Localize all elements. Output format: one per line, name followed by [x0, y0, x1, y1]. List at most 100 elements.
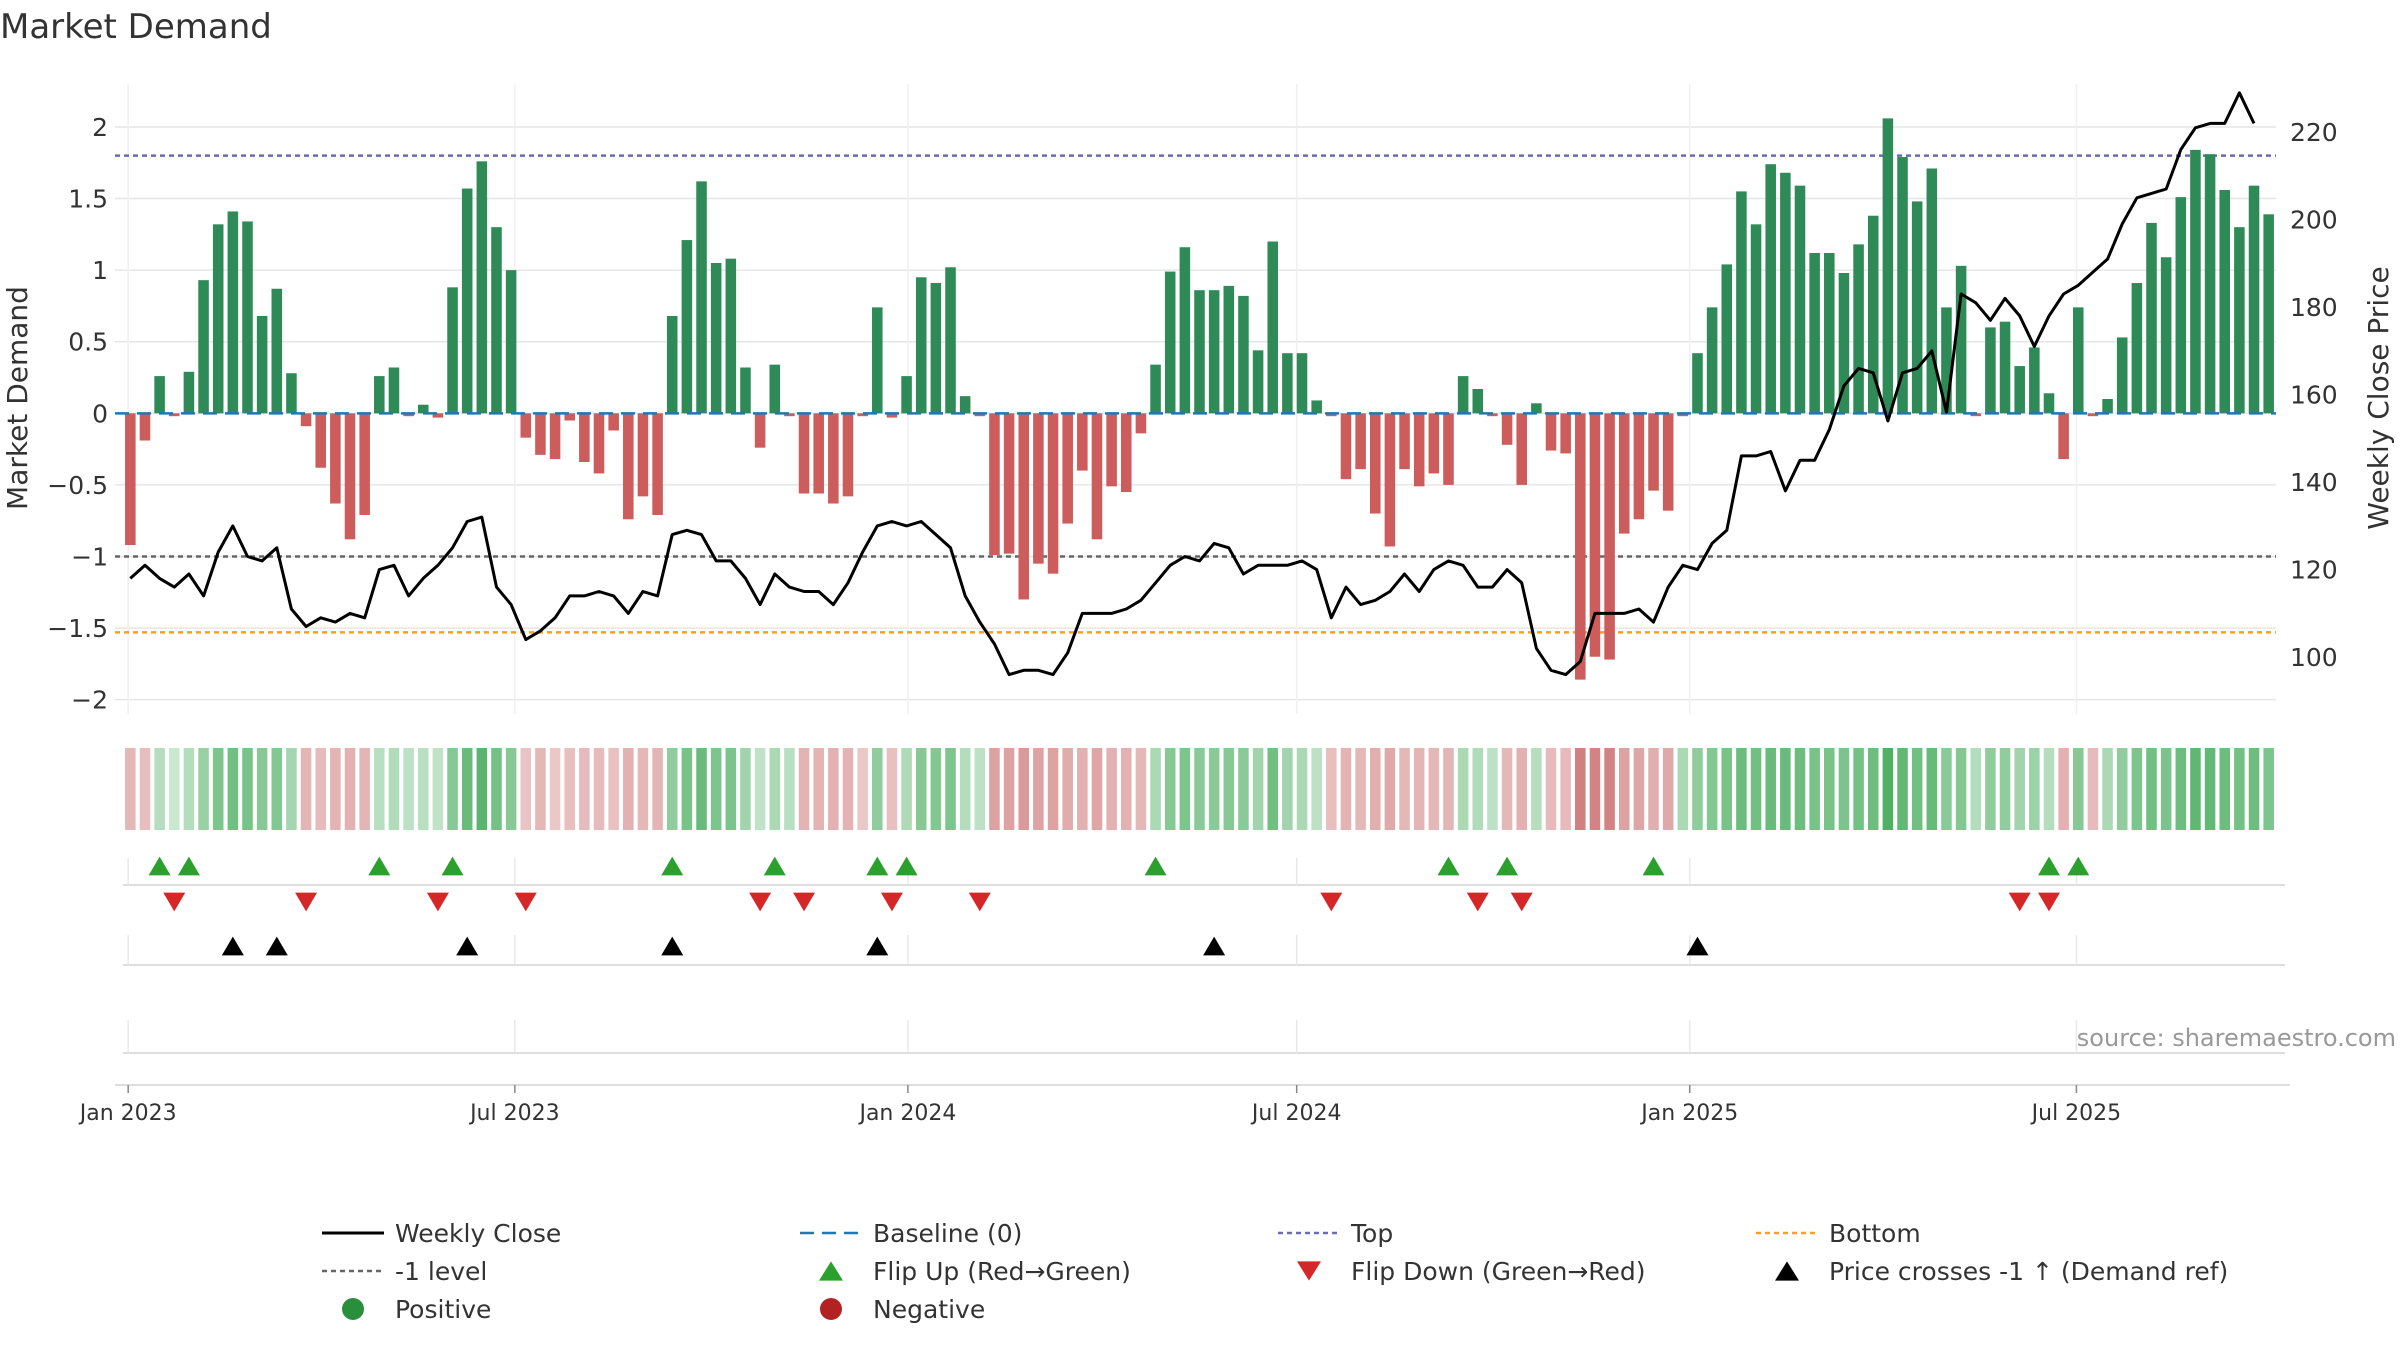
price-cross-marker [661, 936, 684, 956]
positive-bar [696, 181, 707, 414]
legend-label: -1 level [395, 1257, 487, 1286]
flip-down-marker [163, 892, 186, 912]
positive-bar [769, 364, 781, 414]
positive-bar [271, 288, 283, 414]
positive-bar [725, 258, 737, 414]
legend-label: Baseline (0) [873, 1219, 1022, 1248]
heat-cell [959, 748, 971, 830]
heat-cell [1955, 748, 1967, 830]
legend-label: Weekly Close [395, 1219, 561, 1248]
negative-bar [828, 413, 839, 504]
negative-bar [886, 413, 898, 418]
negative-bar [593, 413, 605, 474]
positive-bar [388, 367, 400, 414]
negative-bar [842, 413, 854, 497]
legend-label: Positive [395, 1295, 491, 1324]
heat-cell [1853, 748, 1864, 830]
heat-cell [1208, 748, 1220, 830]
heat-cell [1882, 748, 1894, 830]
heat-cell [1926, 748, 1938, 830]
heat-cell [271, 748, 283, 830]
heat-cell [813, 748, 824, 830]
heat-cell [1091, 748, 1103, 830]
negative-bar [1589, 413, 1601, 657]
heat-cell [593, 748, 605, 830]
heat-cell [974, 748, 986, 830]
positive-bar [154, 376, 165, 414]
heat-cell [388, 748, 400, 830]
flip-down-marker [968, 892, 991, 912]
positive-bar [227, 211, 239, 414]
negative-bar [330, 413, 341, 504]
positive-bar [1780, 172, 1791, 414]
heat-cell [1296, 748, 1308, 830]
heat-cell [1384, 748, 1396, 830]
positive-bar [1296, 353, 1308, 414]
negative-bar [549, 413, 561, 460]
heat-cell [872, 748, 883, 830]
heat-cell [2102, 748, 2113, 830]
heat-cell [212, 748, 224, 830]
price-cross-marker [1203, 936, 1226, 956]
positive-bar [915, 277, 927, 414]
positive-bar [1750, 224, 1762, 414]
left-y-axis: −2 −1.5 −1 −0.5 0 0.5 1 1.5 2 [47, 113, 108, 715]
positive-bar [374, 376, 385, 414]
heat-cell [2204, 748, 2216, 830]
heat-cell [1897, 748, 1908, 830]
flip-down-marker [1466, 892, 1489, 912]
right-y-axis: 100 120 140 160 180 200 220 [2290, 118, 2338, 672]
positive-bar [1882, 118, 1894, 414]
positive-bar [930, 283, 942, 414]
positive-bar [1736, 191, 1747, 414]
heat-cell [1399, 748, 1410, 830]
negative-bar [564, 413, 575, 421]
positive-bar [740, 367, 751, 414]
heat-cell [2175, 748, 2187, 830]
x-axis: Jan 2023 Jul 2023 Jan 2024 Jul 2024 Jan 2025… [78, 1085, 2121, 1126]
positive-bar [2102, 399, 2113, 414]
heat-cell [505, 748, 517, 830]
positive-bar [2248, 185, 2260, 414]
heat-cell [637, 748, 649, 830]
negative-bar [1545, 413, 1557, 451]
heat-cell [1443, 748, 1454, 830]
flip-down-marker [514, 892, 537, 912]
heat-cell [1457, 748, 1469, 830]
negative-bar [813, 413, 824, 494]
heat-cell [1282, 748, 1293, 830]
heat-cell [1736, 748, 1747, 830]
heat-cell [1428, 748, 1440, 830]
flip-up-marker [2037, 856, 2060, 876]
heat-cell [1824, 748, 1835, 830]
positive-bar [2073, 307, 2084, 414]
heat-cell [1047, 748, 1059, 830]
negative-bar [1428, 413, 1440, 474]
heat-cell [1633, 748, 1645, 830]
negative-bar [1970, 413, 1982, 417]
flip-down-marker [426, 892, 449, 912]
positive-bar [2204, 154, 2216, 414]
y2-tick-label: 200 [2290, 206, 2338, 235]
positive-bar [476, 161, 488, 414]
heat-cell [1326, 748, 1337, 830]
negative-bar [989, 413, 1000, 556]
heat-cell [828, 748, 839, 830]
legend-item: Flip Down (Green→Red) [1297, 1257, 1646, 1286]
y2-tick-label: 180 [2290, 293, 2338, 322]
legend-label: Flip Up (Red→Green) [873, 1257, 1131, 1286]
legend-item: Top [1278, 1219, 1393, 1248]
positive-bar [1223, 285, 1235, 414]
negative-bar [1047, 413, 1059, 574]
positive-bar [256, 315, 268, 414]
heat-cell [1194, 748, 1205, 830]
negative-bar [1633, 413, 1645, 520]
heat-cell [754, 748, 766, 830]
heat-cell [374, 748, 385, 830]
heat-cell [491, 748, 502, 830]
negative-bar [798, 413, 810, 494]
heat-cell [2248, 748, 2260, 830]
negative-bar [1501, 413, 1513, 445]
negative-bar [1003, 413, 1015, 554]
flip-down-marker [1320, 892, 1343, 912]
